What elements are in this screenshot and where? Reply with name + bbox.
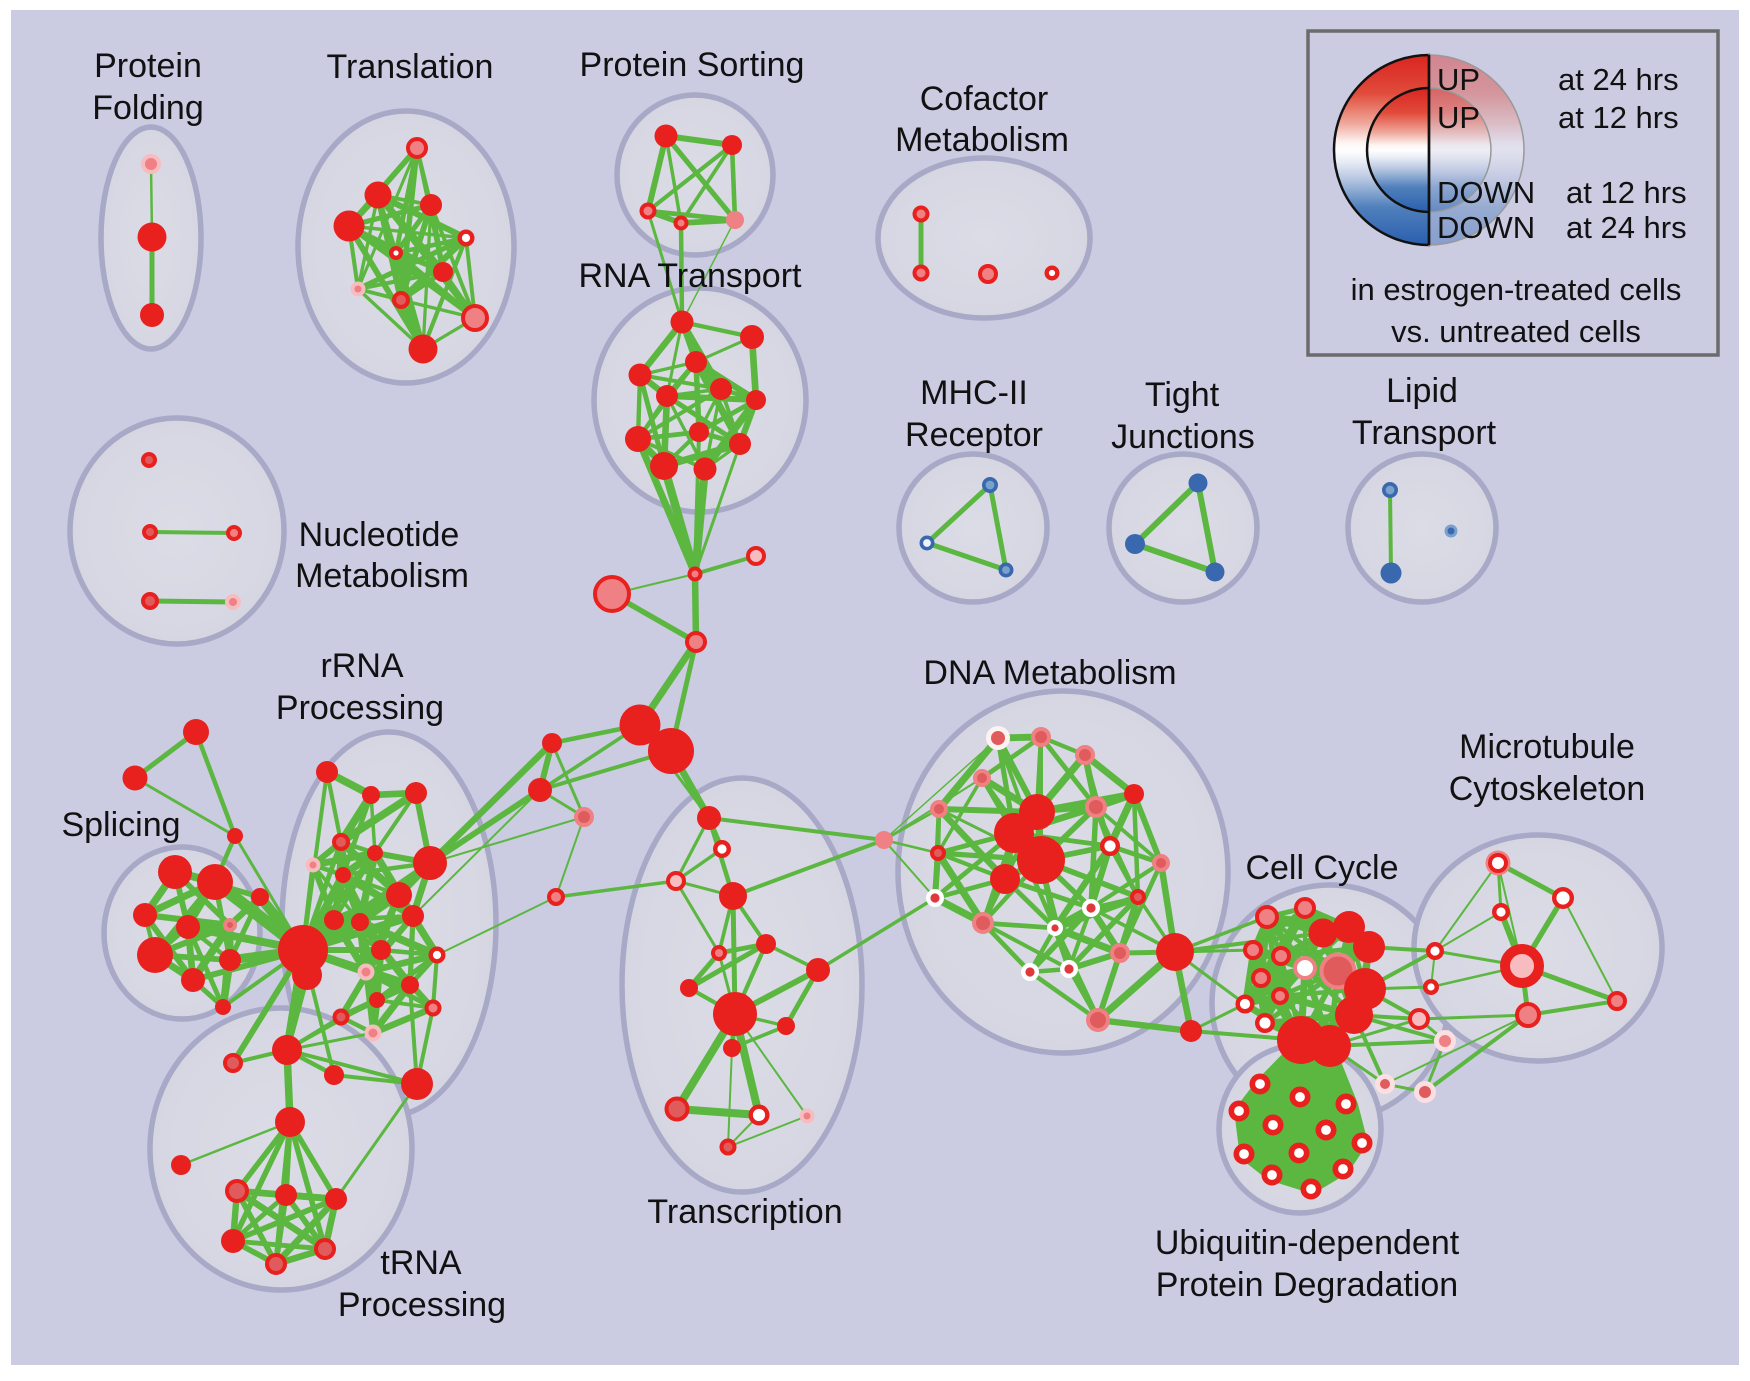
- svg-text:Ubiquitin-dependent: Ubiquitin-dependent: [1155, 1224, 1460, 1262]
- svg-text:Folding: Folding: [92, 89, 204, 127]
- svg-text:DOWN: DOWN: [1437, 210, 1535, 245]
- svg-text:at 24 hrs: at 24 hrs: [1558, 62, 1679, 97]
- svg-text:Protein Degradation: Protein Degradation: [1156, 1266, 1458, 1304]
- svg-text:Metabolism: Metabolism: [295, 557, 469, 595]
- svg-text:Transport: Transport: [1352, 414, 1497, 452]
- svg-text:Nucleotide: Nucleotide: [299, 516, 460, 554]
- svg-text:vs. untreated cells: vs. untreated cells: [1391, 314, 1641, 349]
- svg-text:Protein: Protein: [94, 47, 202, 85]
- svg-text:Processing: Processing: [276, 689, 444, 727]
- svg-text:Processing: Processing: [338, 1286, 506, 1324]
- svg-text:Cofactor: Cofactor: [920, 80, 1049, 118]
- svg-text:Receptor: Receptor: [905, 416, 1043, 454]
- svg-text:Metabolism: Metabolism: [895, 121, 1069, 159]
- svg-text:UP: UP: [1437, 100, 1480, 135]
- svg-text:at 12 hrs: at 12 hrs: [1566, 175, 1687, 210]
- svg-text:rRNA: rRNA: [320, 647, 403, 685]
- svg-text:Cell Cycle: Cell Cycle: [1245, 849, 1398, 887]
- svg-text:at 12 hrs: at 12 hrs: [1558, 100, 1679, 135]
- svg-text:Protein Sorting: Protein Sorting: [580, 46, 805, 84]
- svg-text:Tight: Tight: [1145, 376, 1220, 414]
- svg-text:Cytoskeleton: Cytoskeleton: [1449, 770, 1646, 808]
- svg-text:Lipid: Lipid: [1386, 372, 1458, 410]
- svg-text:UP: UP: [1437, 62, 1480, 97]
- svg-text:RNA Transport: RNA Transport: [579, 257, 803, 295]
- svg-text:in estrogen-treated cells: in estrogen-treated cells: [1351, 272, 1682, 307]
- svg-text:Splicing: Splicing: [61, 806, 180, 844]
- svg-text:MHC-II: MHC-II: [920, 374, 1028, 412]
- svg-text:DNA Metabolism: DNA Metabolism: [923, 654, 1176, 692]
- svg-text:Microtubule: Microtubule: [1459, 728, 1635, 766]
- svg-text:at 24 hrs: at 24 hrs: [1566, 210, 1687, 245]
- svg-text:Junctions: Junctions: [1111, 418, 1255, 456]
- svg-text:tRNA: tRNA: [380, 1244, 462, 1282]
- svg-text:DOWN: DOWN: [1437, 175, 1535, 210]
- svg-text:Translation: Translation: [327, 48, 494, 86]
- svg-text:Transcription: Transcription: [647, 1193, 842, 1231]
